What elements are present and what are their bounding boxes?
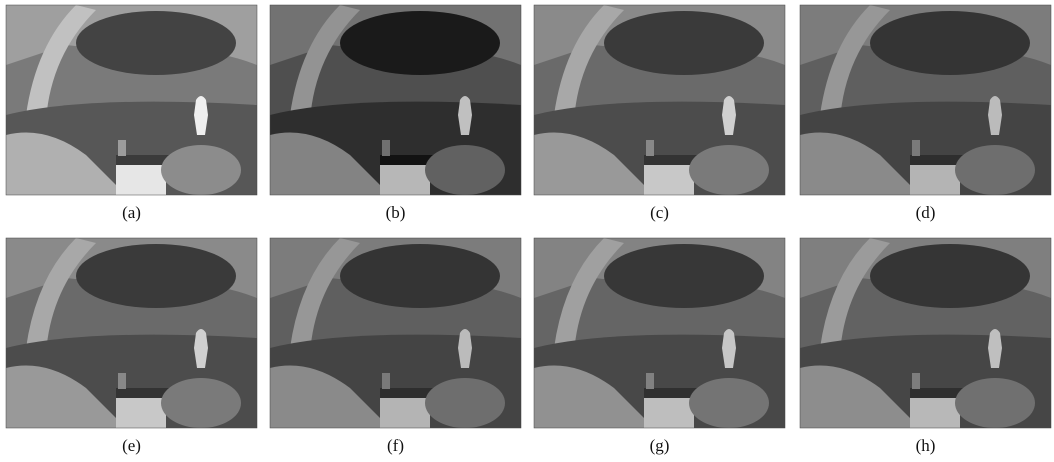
panel-caption: (f): [387, 436, 404, 455]
panel: (c): [534, 5, 785, 222]
panel-image: [534, 238, 785, 428]
page: (a)(b)(c)(d)(e)(f)(g)(h) (() => { const …: [0, 0, 1054, 462]
panel-image: [6, 238, 257, 428]
figure: (a) (b) (c) (d) (e) (f) (g) (h): [0, 0, 1054, 462]
panel-image: [800, 238, 1051, 428]
panel-caption: (e): [122, 436, 141, 455]
panel-caption: (a): [122, 203, 141, 222]
panel: (h): [800, 238, 1051, 455]
panel-caption: (g): [650, 436, 670, 455]
panel: (d): [800, 5, 1051, 222]
panel-caption: (d): [916, 203, 936, 222]
panel-image: [270, 238, 521, 428]
panel-caption: (c): [650, 203, 669, 222]
panel-caption: (h): [916, 436, 936, 455]
panel: (e): [6, 238, 257, 455]
panel-caption: (b): [386, 203, 406, 222]
panel: (b): [270, 5, 521, 222]
panel: (a): [6, 5, 257, 222]
panel-image: [800, 5, 1051, 195]
panel-image: [534, 5, 785, 195]
panel: (f): [270, 238, 521, 455]
panel-image: [270, 5, 521, 195]
panel-image: [6, 5, 257, 195]
panel: (g): [534, 238, 785, 455]
